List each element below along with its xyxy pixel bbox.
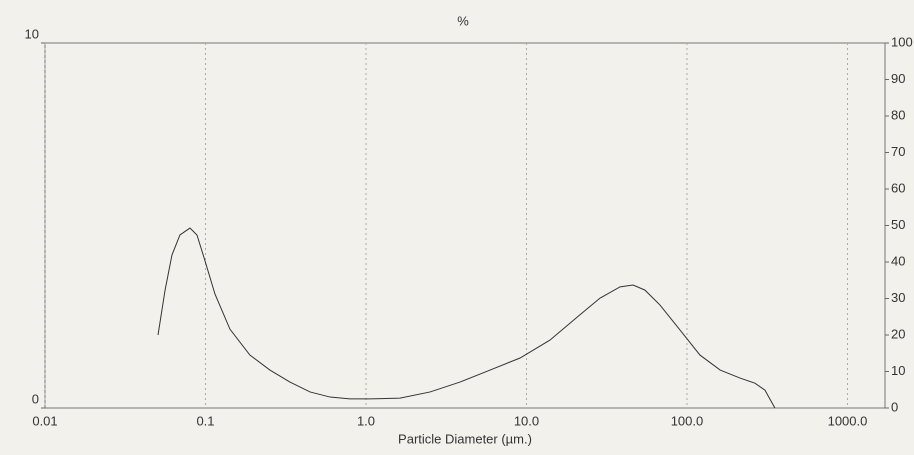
y-tick-label: 10: [25, 26, 39, 41]
y2-tick-label: 10: [891, 363, 905, 378]
x-tick-label: 0.01: [32, 413, 57, 428]
y2-tick-label: 90: [891, 71, 905, 86]
x-tick-label: 0.1: [196, 413, 214, 428]
y2-tick-label: 80: [891, 107, 905, 122]
x-tick-label: 100.0: [671, 413, 704, 428]
x-tick-label: 1.0: [357, 413, 375, 428]
y2-tick-label: 30: [891, 290, 905, 305]
x-tick-label: 10.0: [514, 413, 539, 428]
y2-tick-label: 60: [891, 180, 905, 195]
y2-tick-label: 40: [891, 253, 905, 268]
x-tick-label: 1000.0: [828, 413, 868, 428]
y2-tick-label: 70: [891, 144, 905, 159]
y2-tick-label: 100: [891, 34, 913, 49]
y2-tick-label: 0: [891, 399, 898, 414]
y2-tick-label: 50: [891, 217, 905, 232]
data-line: [157, 227, 776, 409]
x-axis-label: Particle Diameter (µm.): [398, 431, 532, 446]
y2-tick-label: 20: [891, 326, 905, 341]
y-tick-label: 0: [32, 391, 39, 406]
chart-title: %: [457, 13, 469, 28]
plot-frame: [44, 42, 886, 409]
